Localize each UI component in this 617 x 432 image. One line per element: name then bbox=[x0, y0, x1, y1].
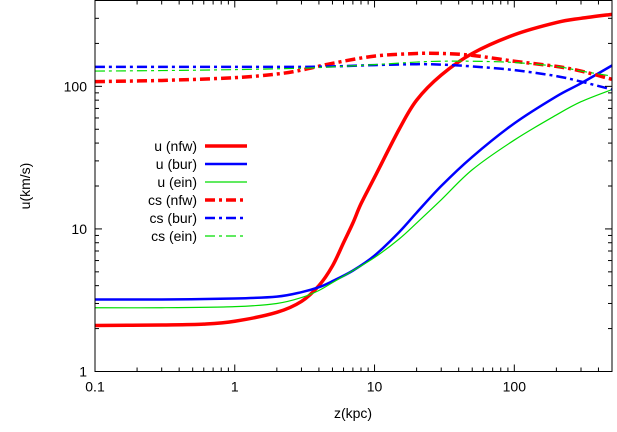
legend-label: cs (ein) bbox=[151, 228, 197, 244]
series-layer bbox=[95, 12, 612, 328]
legend-label: cs (bur) bbox=[150, 210, 197, 226]
y-tick-label: 100 bbox=[64, 78, 88, 94]
series-line-u-nfw bbox=[95, 12, 612, 328]
legend-label: u (nfw) bbox=[154, 138, 197, 154]
series-line-cs-nfw bbox=[95, 51, 612, 84]
y-tick-label: 1 bbox=[79, 364, 87, 380]
legend-label: u (ein) bbox=[157, 174, 197, 190]
y-axis-label: u(km/s) bbox=[17, 163, 33, 210]
series-line-cs-bur bbox=[95, 62, 612, 91]
series-line-cs-ein bbox=[95, 60, 612, 77]
x-axis-label: z(kpc) bbox=[334, 405, 372, 421]
x-tick-label: 100 bbox=[503, 379, 527, 395]
x-tick-label: 1 bbox=[231, 379, 239, 395]
series-line-u-bur bbox=[95, 64, 612, 301]
series-line-u-ein bbox=[95, 88, 612, 309]
x-tick-label: 10 bbox=[367, 379, 383, 395]
y-tick-label: 10 bbox=[71, 221, 87, 237]
x-tick-label: 0.1 bbox=[85, 379, 105, 395]
legend-label: u (bur) bbox=[156, 156, 197, 172]
legend-label: cs (nfw) bbox=[148, 192, 197, 208]
legend: u (nfw) u (bur) u (ein) cs (nfw) cs (bur) cs … bbox=[148, 138, 247, 244]
